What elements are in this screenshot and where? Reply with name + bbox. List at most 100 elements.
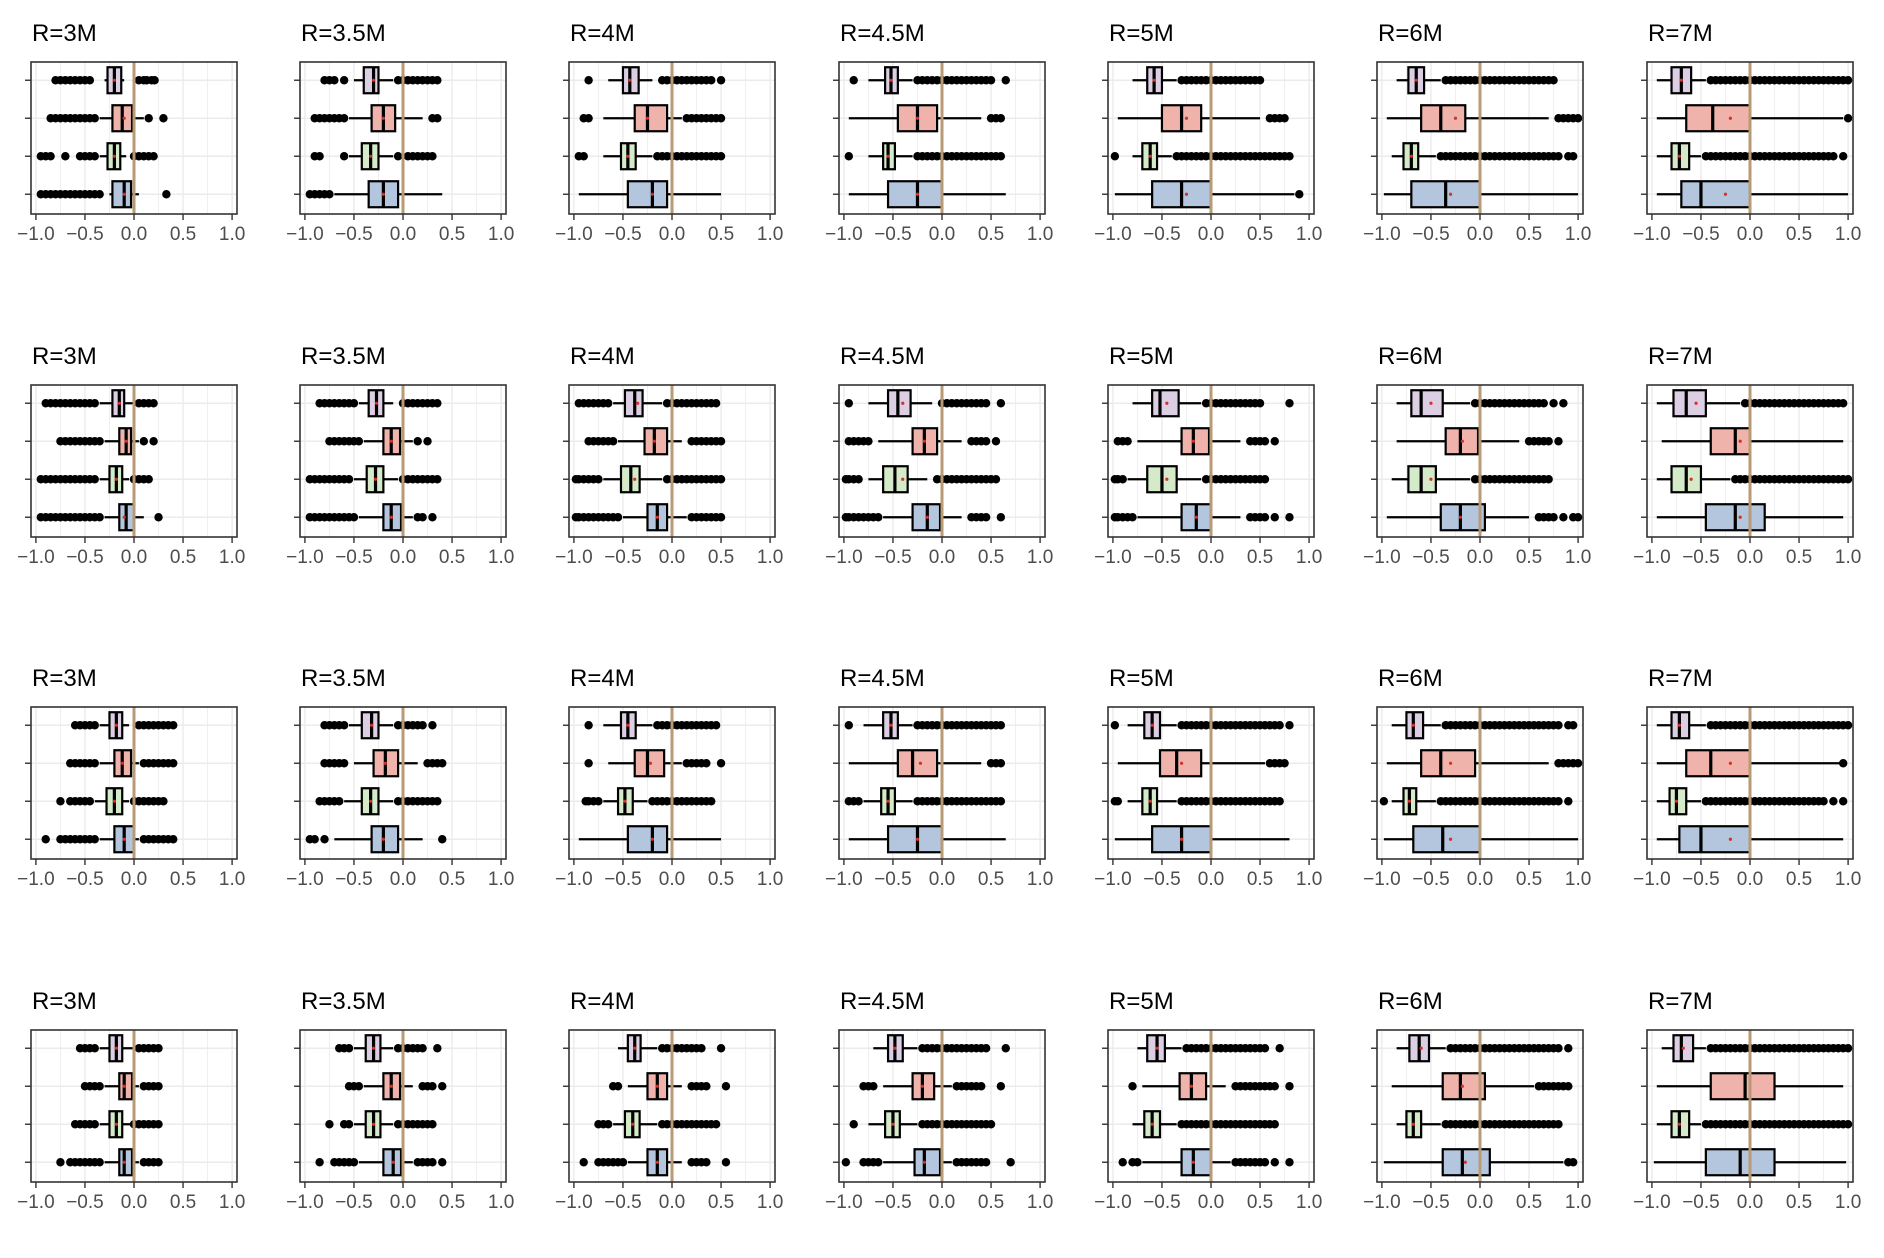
mean-point	[1681, 1046, 1685, 1050]
x-tick-label: 0.5	[978, 1192, 1004, 1213]
x-tick-label: 0.5	[170, 224, 196, 245]
outlier-point	[428, 513, 437, 522]
mean-point	[122, 116, 126, 120]
box-series	[578, 180, 722, 209]
box-series	[571, 503, 726, 532]
box-series	[1114, 180, 1304, 209]
outlier-point	[423, 437, 432, 446]
panel-svg: R=5M −1.0 −0.5 0.0 0.5 1.0	[1094, 665, 1322, 890]
mean-point	[1429, 477, 1433, 481]
x-tick-label: −1.0	[555, 224, 593, 245]
x-tick-label: −1.0	[1363, 547, 1401, 568]
outlier-point	[1275, 1044, 1284, 1053]
outlier-point	[991, 437, 1001, 446]
panel-title: R=3.5M	[301, 665, 386, 692]
x-tick-label: 0.5	[708, 1192, 734, 1213]
panel-title: R=6M	[1378, 20, 1443, 47]
outlier-point	[1006, 1158, 1015, 1167]
outlier-point	[1255, 399, 1265, 408]
outlier-point	[584, 759, 593, 768]
outlier-point	[1260, 437, 1270, 446]
mean-point	[1728, 761, 1732, 765]
outlier-point	[1549, 399, 1558, 408]
box-series	[1132, 1110, 1279, 1139]
outlier-point	[1568, 1158, 1578, 1167]
outlier-point	[428, 152, 437, 161]
box-series	[1656, 66, 1853, 95]
box-series	[305, 180, 443, 209]
outlier-point	[150, 76, 159, 85]
mean-point	[374, 401, 379, 405]
outlier-point	[1544, 475, 1553, 484]
x-tick-label: 1.0	[757, 547, 783, 568]
outlier-point	[996, 152, 1006, 161]
outlier-point	[344, 1044, 354, 1053]
box-series	[56, 787, 168, 816]
box-series	[1110, 787, 1284, 816]
box-series	[844, 389, 1006, 418]
x-tick-label: 0.0	[929, 224, 955, 245]
box-series	[1110, 503, 1294, 532]
x-tick-label: 0.5	[1247, 547, 1273, 568]
outlier-point	[46, 152, 55, 161]
panel-svg: R=4.5M −1.0 −0.5 0.0 0.5 1.0	[825, 665, 1053, 890]
box-series	[305, 503, 437, 532]
x-tick-label: 0.0	[1737, 224, 1763, 245]
mean-point	[1448, 192, 1453, 196]
outlier-point	[85, 797, 95, 806]
box-series	[1391, 142, 1578, 171]
outlier-point	[991, 475, 1001, 484]
box-series	[608, 1072, 731, 1101]
box-series	[36, 503, 163, 532]
mean-point	[373, 477, 378, 481]
box-series	[1656, 711, 1853, 740]
x-tick-label: −0.5	[1682, 547, 1720, 568]
x-tick-label: 0.0	[390, 1192, 416, 1213]
x-tick-label: −0.5	[1143, 869, 1181, 890]
box	[626, 180, 669, 209]
panel-svg: R=6M −1.0 −0.5 0.0 0.5 1.0	[1363, 665, 1591, 890]
box-series	[1656, 389, 1848, 418]
boxplot-panel: R=7M −1.0 −0.5 0.0 0.5 1.0	[1620, 968, 1861, 1258]
outlier-point	[95, 437, 104, 446]
box-series	[1383, 825, 1579, 854]
box-series	[1396, 1110, 1563, 1139]
outlier-point	[1544, 437, 1553, 446]
boxplot-panel: R=4.5M −1.0 −0.5 0.0 0.5 1.0	[812, 0, 1053, 290]
x-tick-label: −0.5	[604, 1192, 642, 1213]
box	[111, 180, 133, 209]
outlier-point	[579, 152, 588, 161]
panel-svg: R=4.5M −1.0 −0.5 0.0 0.5 1.0	[825, 343, 1053, 568]
panel-svg: R=4M −1.0 −0.5 0.0 0.5 1.0	[555, 20, 783, 245]
box-series	[1383, 1148, 1578, 1177]
mean-point	[371, 1046, 376, 1050]
outlier-point	[1843, 76, 1853, 85]
x-tick-label: 0.5	[1247, 1192, 1273, 1213]
mean-point	[1179, 837, 1184, 841]
box-series	[1656, 749, 1848, 778]
box-series	[1656, 180, 1849, 209]
mean-point	[1677, 1122, 1681, 1126]
panel-title: R=3M	[32, 343, 97, 370]
panel-title: R=7M	[1648, 343, 1713, 370]
box-series	[1391, 1072, 1573, 1101]
panel-svg: R=7M −1.0 −0.5 0.0 0.5 1.0	[1633, 665, 1861, 890]
mean-point	[633, 477, 637, 481]
boxplot-panel: R=6M −1.0 −0.5 0.0 0.5 1.0	[1350, 645, 1591, 935]
mean-point	[1184, 116, 1189, 120]
outlier-point	[1829, 152, 1838, 161]
x-tick-label: −0.5	[874, 224, 912, 245]
mean-point	[114, 723, 118, 727]
panel-svg: R=4M −1.0 −0.5 0.0 0.5 1.0	[555, 988, 783, 1213]
mean-point	[369, 799, 373, 803]
x-tick-label: −1.0	[286, 869, 324, 890]
mean-point	[1728, 116, 1732, 120]
box-series	[51, 66, 159, 95]
mean-point	[631, 1122, 635, 1126]
x-tick-label: 0.5	[170, 1192, 196, 1213]
box	[1180, 1148, 1213, 1177]
outlier-point	[702, 1082, 711, 1091]
outlier-point	[1559, 513, 1568, 522]
box-series	[41, 825, 178, 854]
mean-point	[1409, 154, 1413, 158]
